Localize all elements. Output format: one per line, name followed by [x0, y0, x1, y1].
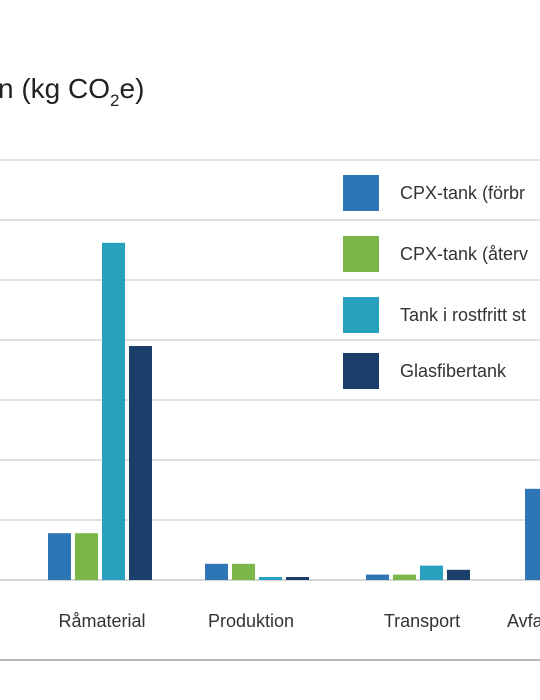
bar	[129, 346, 152, 580]
legend-label: CPX-tank (återv	[400, 244, 528, 264]
x-tick-label: Produktion	[208, 611, 294, 631]
legend-label: CPX-tank (förbr	[400, 183, 525, 203]
legend-swatch	[343, 297, 379, 333]
x-tick-label: Råmaterial	[58, 611, 145, 631]
bar	[366, 574, 389, 580]
bar	[102, 242, 125, 581]
legend-label: Glasfibertank	[400, 361, 507, 381]
x-tick-label: Avfa	[507, 611, 540, 631]
bars	[48, 242, 540, 581]
bar	[525, 488, 540, 580]
chart-title: n (kg CO2e)	[0, 73, 144, 110]
legend-swatch	[343, 353, 379, 389]
legend-swatch	[343, 236, 379, 272]
bar	[393, 574, 416, 580]
bar	[447, 569, 470, 580]
bar	[48, 533, 71, 580]
gridlines	[0, 159, 540, 581]
bar	[259, 577, 282, 580]
bar	[232, 563, 255, 580]
bar	[420, 565, 443, 580]
bar	[75, 533, 98, 580]
legend-swatch	[343, 175, 379, 211]
bar	[205, 563, 228, 580]
x-axis-labels: Råmaterial Produktion Transport Avfa	[58, 611, 540, 631]
legend-label: Tank i rostfritt st	[400, 305, 526, 325]
bar	[286, 577, 309, 580]
x-tick-label: Transport	[384, 611, 460, 631]
legend: CPX-tank (förbr CPX-tank (återv Tank i ros…	[343, 175, 528, 389]
